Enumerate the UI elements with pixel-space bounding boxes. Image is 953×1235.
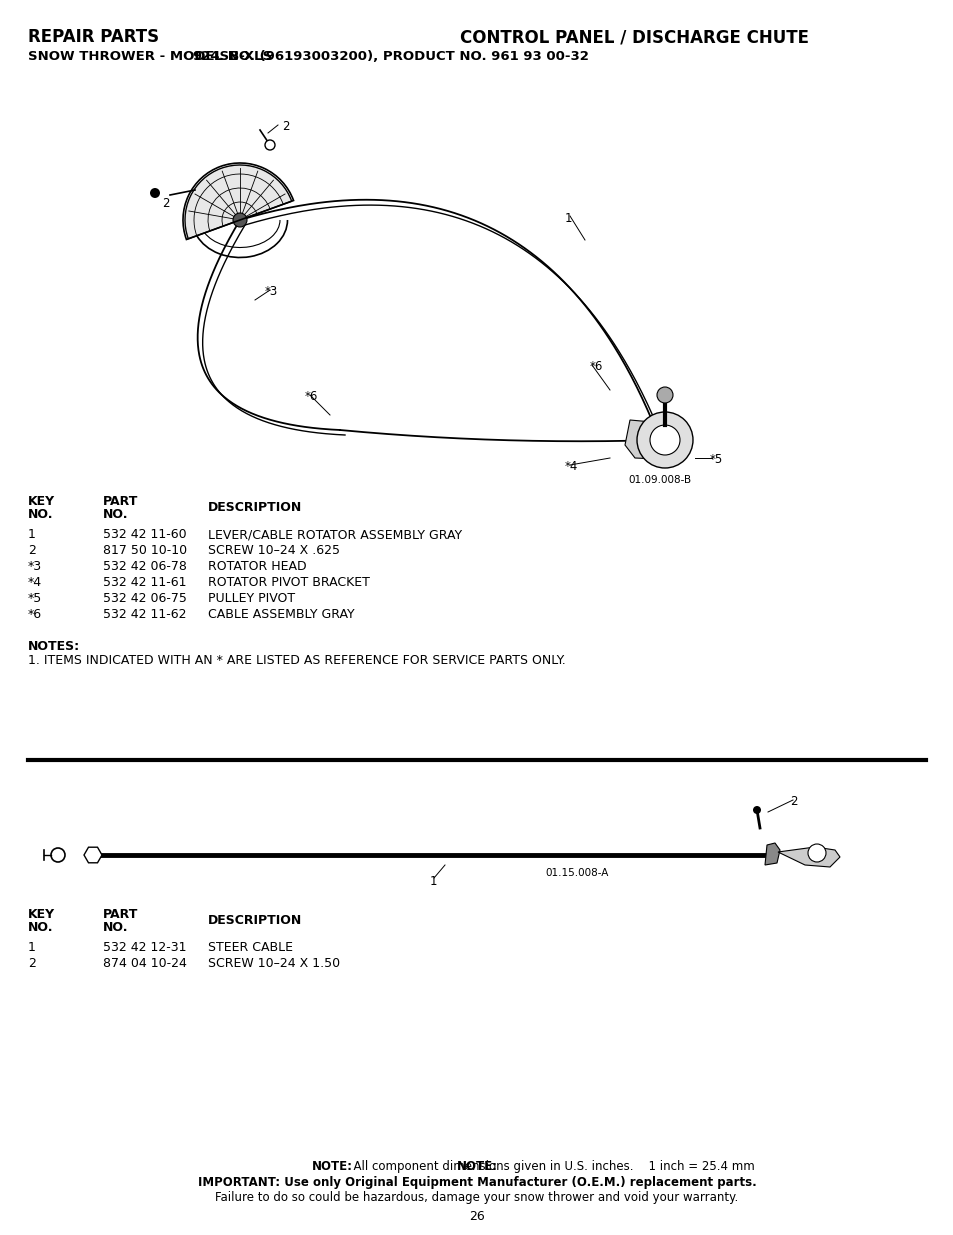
Text: 817 50 10-10: 817 50 10-10: [103, 543, 187, 557]
Text: PART: PART: [103, 908, 138, 921]
Text: NOTE:: NOTE:: [456, 1160, 497, 1173]
Text: 532 42 11-62: 532 42 11-62: [103, 608, 186, 621]
Text: ROTATOR PIVOT BRACKET: ROTATOR PIVOT BRACKET: [208, 576, 370, 589]
Text: NO.: NO.: [28, 508, 53, 521]
Text: 532 42 06-78: 532 42 06-78: [103, 559, 187, 573]
Text: 1: 1: [28, 529, 36, 541]
Circle shape: [265, 140, 274, 149]
Text: Failure to do so could be hazardous, damage your snow thrower and void your warr: Failure to do so could be hazardous, dam…: [215, 1191, 738, 1204]
Polygon shape: [778, 847, 840, 867]
Text: NO.: NO.: [103, 921, 129, 934]
Wedge shape: [185, 165, 292, 238]
Text: *4: *4: [28, 576, 42, 589]
Polygon shape: [764, 844, 780, 864]
Text: DESCRIPTION: DESCRIPTION: [208, 914, 302, 927]
Polygon shape: [84, 847, 102, 863]
Text: 2: 2: [28, 543, 36, 557]
Polygon shape: [624, 420, 689, 459]
Text: PULLEY PIVOT: PULLEY PIVOT: [208, 592, 294, 605]
Text: *5: *5: [709, 453, 722, 466]
Text: 2: 2: [162, 198, 170, 210]
Circle shape: [637, 412, 692, 468]
Text: IMPORTANT: Use only Original Equipment Manufacturer (O.E.M.) replacement parts.: IMPORTANT: Use only Original Equipment M…: [197, 1176, 756, 1189]
Text: 924SB-XLS: 924SB-XLS: [192, 49, 272, 63]
Text: NOTES:: NOTES:: [28, 640, 80, 653]
Text: ROTATOR HEAD: ROTATOR HEAD: [208, 559, 306, 573]
Text: (96193003200), PRODUCT NO. 961 93 00-32: (96193003200), PRODUCT NO. 961 93 00-32: [254, 49, 588, 63]
Text: DESCRIPTION: DESCRIPTION: [208, 501, 302, 514]
Text: REPAIR PARTS: REPAIR PARTS: [28, 28, 159, 46]
Text: SCREW 10–24 X 1.50: SCREW 10–24 X 1.50: [208, 957, 340, 969]
Text: 532 42 11-60: 532 42 11-60: [103, 529, 187, 541]
Text: *6: *6: [28, 608, 42, 621]
Text: NOTE:: NOTE:: [312, 1160, 353, 1173]
Text: 2: 2: [28, 957, 36, 969]
Text: KEY: KEY: [28, 495, 55, 508]
Text: PART: PART: [103, 495, 138, 508]
Text: 532 42 06-75: 532 42 06-75: [103, 592, 187, 605]
Text: 1: 1: [28, 941, 36, 953]
Circle shape: [233, 212, 247, 227]
Text: *5: *5: [28, 592, 42, 605]
Text: *3: *3: [28, 559, 42, 573]
Text: 1: 1: [430, 876, 437, 888]
Text: 532 42 12-31: 532 42 12-31: [103, 941, 186, 953]
Text: 2: 2: [282, 120, 289, 133]
Circle shape: [649, 425, 679, 454]
Text: SNOW THROWER - MODEL NO.: SNOW THROWER - MODEL NO.: [28, 49, 259, 63]
Text: *6: *6: [589, 359, 602, 373]
Text: KEY: KEY: [28, 908, 55, 921]
Circle shape: [807, 844, 825, 862]
Text: *3: *3: [265, 285, 278, 298]
Text: *6: *6: [305, 390, 318, 403]
Text: CABLE ASSEMBLY GRAY: CABLE ASSEMBLY GRAY: [208, 608, 355, 621]
Text: 532 42 11-61: 532 42 11-61: [103, 576, 186, 589]
Text: All component dimensions given in U.S. inches.    1 inch = 25.4 mm: All component dimensions given in U.S. i…: [346, 1160, 754, 1173]
Text: 874 04 10-24: 874 04 10-24: [103, 957, 187, 969]
Text: NO.: NO.: [103, 508, 129, 521]
Text: 1: 1: [564, 212, 572, 225]
Circle shape: [752, 806, 760, 814]
Text: 01.15.008-A: 01.15.008-A: [544, 868, 608, 878]
Text: STEER CABLE: STEER CABLE: [208, 941, 293, 953]
Text: SCREW 10–24 X .625: SCREW 10–24 X .625: [208, 543, 339, 557]
Text: 26: 26: [469, 1210, 484, 1223]
Text: 01.09.008-B: 01.09.008-B: [627, 475, 690, 485]
Text: 1. ITEMS INDICATED WITH AN * ARE LISTED AS REFERENCE FOR SERVICE PARTS ONLY.: 1. ITEMS INDICATED WITH AN * ARE LISTED …: [28, 655, 565, 667]
Circle shape: [150, 188, 160, 198]
Text: 2: 2: [789, 795, 797, 808]
Text: CONTROL PANEL / DISCHARGE CHUTE: CONTROL PANEL / DISCHARGE CHUTE: [459, 28, 808, 46]
Circle shape: [657, 387, 672, 403]
Text: *4: *4: [564, 459, 578, 473]
Text: NO.: NO.: [28, 921, 53, 934]
Text: LEVER/CABLE ROTATOR ASSEMBLY GRAY: LEVER/CABLE ROTATOR ASSEMBLY GRAY: [208, 529, 461, 541]
